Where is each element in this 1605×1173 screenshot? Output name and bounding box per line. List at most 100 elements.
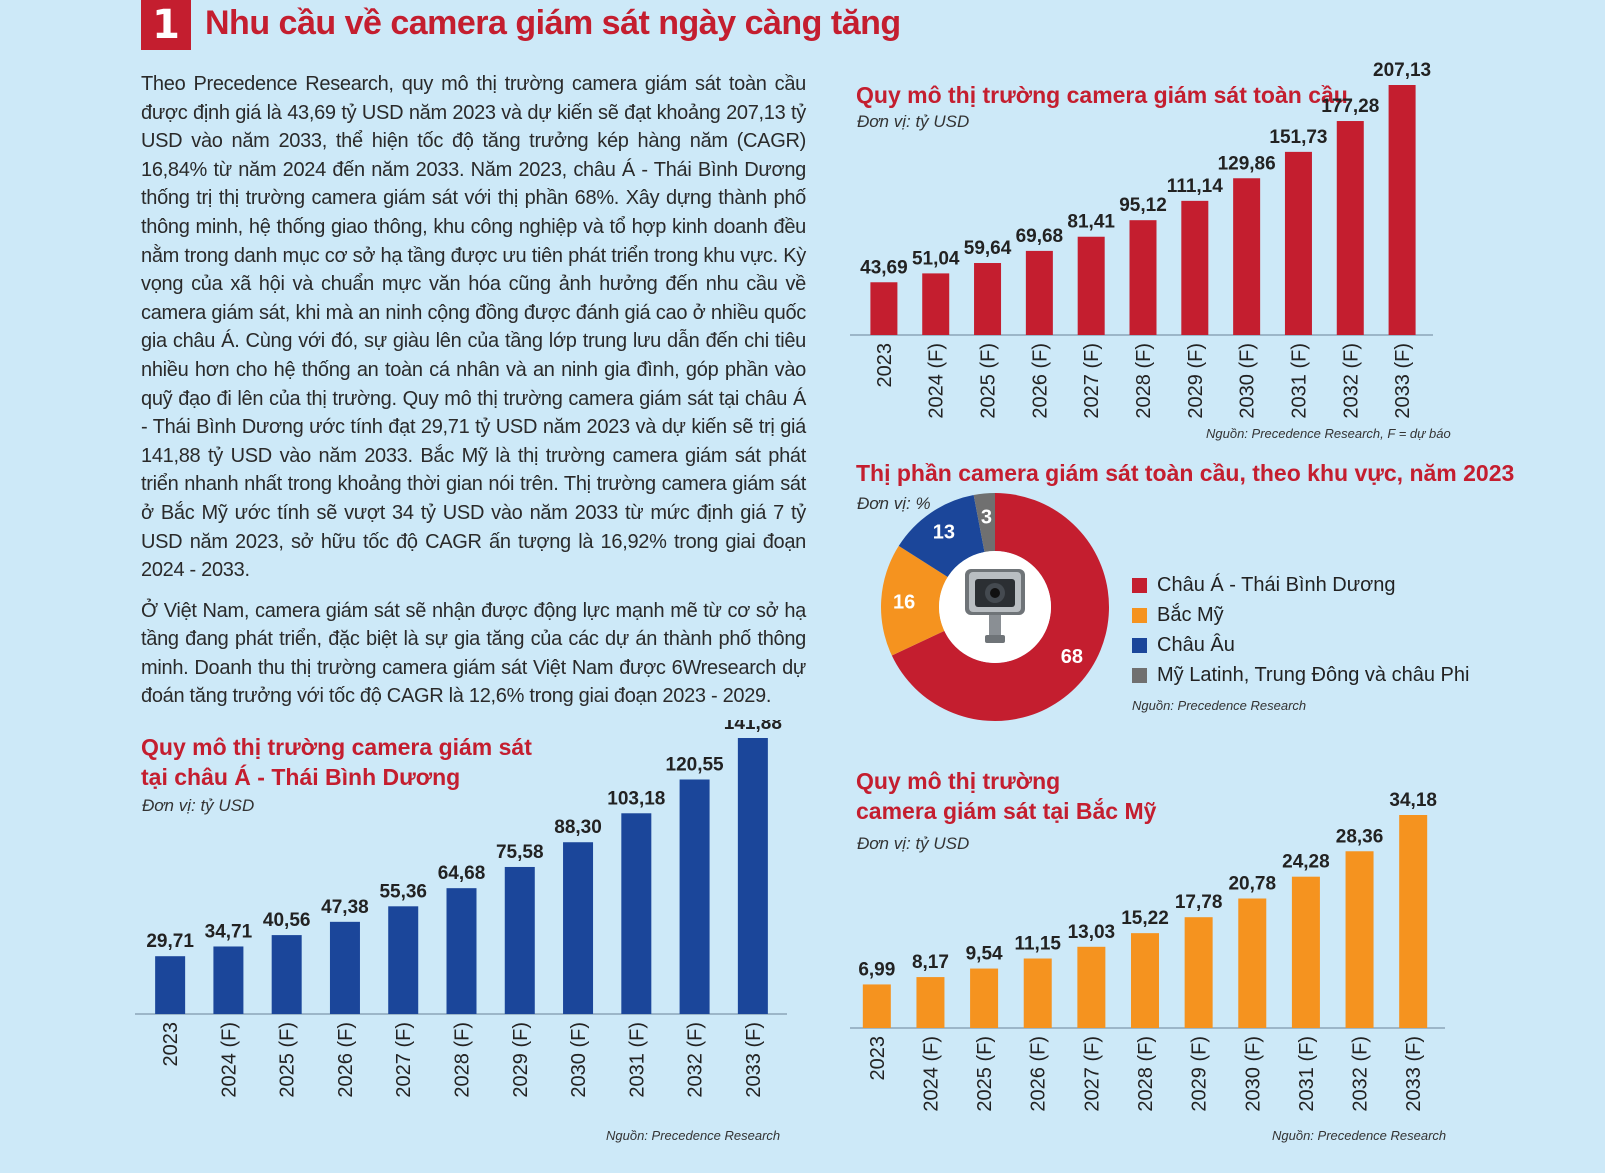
legend-swatch (1132, 608, 1147, 623)
x-tick-label: 2032 (F) (685, 1022, 707, 1098)
legend-item-north-america: Bắc Mỹ (1132, 604, 1224, 627)
bar (679, 779, 710, 1014)
bar (970, 968, 999, 1028)
global-chart-title: Quy mô thị trường camera giám sát toàn c… (856, 82, 1348, 108)
x-tick-label: 2026 (F) (1029, 343, 1051, 419)
data-label: 103,18 (607, 788, 665, 809)
x-tick-label: 2023 (160, 1022, 182, 1067)
x-tick-label: 2030 (F) (1242, 1036, 1264, 1112)
bar (1284, 151, 1312, 335)
apac-chart-source: Nguồn: Precedence Research (606, 1128, 781, 1143)
legend-item-europe: Châu Âu (1132, 634, 1235, 657)
data-label: 207,13 (1373, 60, 1431, 81)
bar (974, 263, 1002, 335)
data-label: 51,04 (912, 248, 960, 269)
data-label: 81,41 (1067, 212, 1115, 233)
x-tick-label: 2027 (F) (1081, 343, 1103, 419)
x-tick-label: 2031 (F) (626, 1022, 648, 1098)
x-tick-label: 2026 (F) (335, 1022, 357, 1098)
data-label: 6,99 (858, 959, 895, 980)
bar (922, 273, 950, 335)
article-paragraph-1: Theo Precedence Research, quy mô thị trư… (141, 73, 806, 582)
page-title: Nhu cầu về camera giám sát ngày càng tăn… (205, 4, 901, 42)
x-tick-label: 2028 (F) (1135, 1036, 1157, 1112)
donut-slice (881, 545, 948, 656)
bar (737, 738, 768, 1014)
bar (1181, 200, 1209, 335)
legend-label: Bắc Mỹ (1157, 604, 1224, 626)
donut-slice (891, 493, 1109, 721)
bar (1025, 250, 1053, 335)
bar (446, 888, 477, 1014)
bar (388, 906, 419, 1014)
x-tick-label: 2032 (F) (1350, 1036, 1372, 1112)
bar (1291, 876, 1320, 1028)
data-label: 129,86 (1218, 153, 1276, 174)
x-tick-label: 2030 (F) (568, 1022, 590, 1098)
x-tick-label: 2027 (F) (393, 1022, 415, 1098)
bar (1399, 815, 1428, 1028)
data-label: 55,36 (379, 881, 427, 902)
data-label: 24,28 (1282, 852, 1330, 873)
data-label: 9,54 (966, 944, 1003, 965)
data-label: 34,71 (205, 921, 253, 942)
data-label: 8,17 (912, 952, 949, 973)
article-paragraph-2: Ở Việt Nam, camera giám sát sẽ nhận được… (141, 599, 806, 708)
bar (1345, 851, 1374, 1028)
share-chart-source: Nguồn: Precedence Research (1132, 698, 1307, 713)
data-label: 64,68 (438, 863, 486, 884)
data-label: 43,69 (860, 257, 908, 278)
bar (870, 282, 898, 335)
slice-label: 16 (893, 591, 915, 613)
x-tick-label: 2025 (F) (974, 1036, 996, 1112)
legend-swatch (1132, 578, 1147, 593)
x-tick-label: 2028 (F) (452, 1022, 474, 1098)
legend-label: Mỹ Latinh, Trung Đông và châu Phi (1157, 664, 1470, 686)
data-label: 17,78 (1175, 892, 1223, 913)
legend-item-apac: Châu Á - Thái Bình Dương (1132, 574, 1395, 597)
bar (1023, 958, 1052, 1028)
data-label: 59,64 (964, 238, 1012, 259)
na-market-chart: 6,99 2023 8,17 2024 (F) 9,54 2025 (F) 11,15 202… (850, 790, 1445, 1112)
section-number: 1 (141, 0, 191, 50)
share-chart-title: Thị phần camera giám sát toàn cầu, theo … (856, 460, 1515, 486)
data-label: 141,88 (724, 720, 782, 734)
x-tick-label: 2025 (F) (978, 343, 1000, 419)
x-tick-label: 2024 (F) (926, 343, 948, 419)
bar (1233, 178, 1261, 335)
apac-chart-unit: Đơn vị: tỷ USD (142, 796, 255, 815)
legend-swatch (1132, 638, 1147, 653)
bar (1238, 898, 1267, 1028)
legend-label: Châu Á - Thái Bình Dương (1157, 574, 1396, 596)
share-chart-unit: Đơn vị: % (857, 494, 931, 513)
donut-slice (973, 493, 995, 552)
data-label: 34,18 (1389, 790, 1437, 811)
share-donut-chart: 68 16 13 3 (881, 493, 1109, 721)
data-label: 15,22 (1121, 908, 1169, 929)
data-label: 151,73 (1269, 127, 1327, 148)
bar (563, 842, 594, 1014)
bar (271, 935, 302, 1014)
slice-label: 68 (1061, 646, 1083, 668)
x-tick-label: 2033 (F) (743, 1022, 765, 1098)
global-chart-source: Nguồn: Precedence Research, F = dự báo (1206, 426, 1451, 441)
data-label: 120,55 (666, 754, 725, 775)
na-chart-source: Nguồn: Precedence Research (1272, 1128, 1447, 1143)
donut-slice (898, 495, 985, 577)
x-tick-label: 2033 (F) (1403, 1036, 1425, 1112)
bar (1131, 933, 1159, 1028)
x-tick-label: 2031 (F) (1288, 343, 1310, 419)
x-tick-label: 2030 (F) (1237, 343, 1259, 419)
bar (329, 921, 360, 1014)
x-tick-label: 2029 (F) (510, 1022, 532, 1098)
bar (916, 977, 945, 1028)
slice-label: 13 (933, 522, 955, 544)
apac-chart-title-line2: tại châu Á - Thái Bình Dương (141, 764, 461, 790)
legend-label: Châu Âu (1157, 634, 1235, 656)
x-tick-label: 2032 (F) (1340, 343, 1362, 419)
apac-market-chart: 29,71 2023 34,71 2024 (F) 40,56 2025 (F) 47,38… (135, 720, 787, 1098)
x-tick-label: 2033 (F) (1392, 343, 1414, 419)
camera-icon (965, 569, 1025, 643)
bar (862, 984, 891, 1028)
bar (1184, 917, 1213, 1028)
